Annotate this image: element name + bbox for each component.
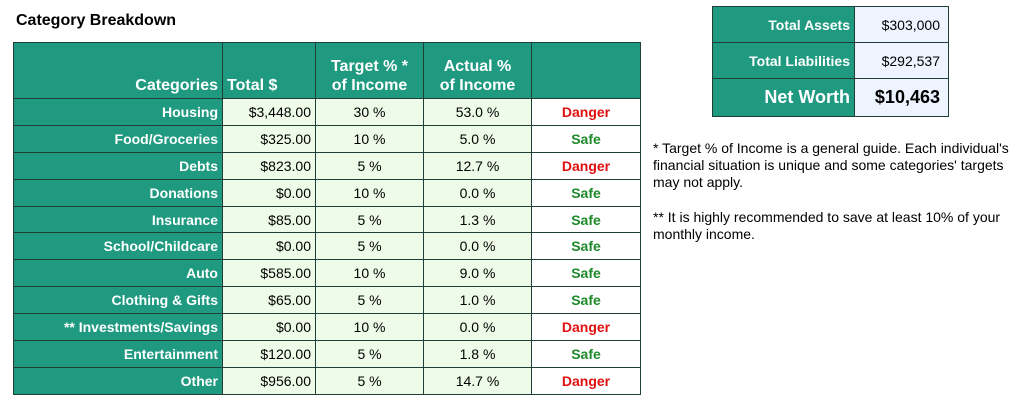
category-name: Auto [13, 259, 223, 288]
header-status [531, 42, 641, 99]
total-assets-label: Total Assets [712, 6, 855, 43]
header-categories: Categories [13, 42, 223, 99]
category-name: School/Childcare [13, 232, 223, 261]
category-actual: 0.0 % [423, 232, 532, 261]
table-row: Other $956.00 5 % 14.7 % Danger [13, 366, 641, 395]
category-total: $3,448.00 [222, 98, 316, 126]
header-actual-line2: of Income [439, 77, 516, 94]
category-actual: 53.0 % [423, 98, 532, 126]
category-target: 10 % [315, 178, 424, 207]
category-status: Safe [531, 232, 641, 261]
table-row: Insurance $85.00 5 % 1.3 % Safe [13, 205, 641, 234]
table-header-row: Categories Total $ Target % * of Income … [13, 42, 641, 99]
category-target: 5 % [315, 366, 424, 395]
category-name: Other [13, 366, 223, 395]
category-target: 5 % [315, 286, 424, 315]
category-actual: 9.0 % [423, 259, 532, 288]
table-row: Housing $3,448.00 30 % 53.0 % Danger [13, 98, 641, 126]
table-row: Clothing & Gifts $65.00 5 % 1.0 % Safe [13, 286, 641, 315]
category-total: $325.00 [222, 124, 316, 153]
category-status: Danger [531, 366, 641, 395]
category-target: 5 % [315, 232, 424, 261]
summary-row-net-worth: Net Worth $10,463 [712, 78, 949, 117]
category-target: 10 % [315, 313, 424, 342]
summary-table: Total Assets $303,000 Total Liabilities … [712, 6, 949, 117]
category-status: Danger [531, 313, 641, 342]
category-name: Food/Groceries [13, 124, 223, 153]
category-actual: 12.7 % [423, 151, 532, 180]
table-row: Debts $823.00 5 % 12.7 % Danger [13, 151, 641, 180]
category-actual: 1.0 % [423, 286, 532, 315]
category-actual: 14.7 % [423, 366, 532, 395]
category-actual: 5.0 % [423, 124, 532, 153]
header-actual-line1: Actual % [443, 58, 512, 75]
category-status: Safe [531, 205, 641, 234]
category-status: Safe [531, 124, 641, 153]
category-name: Debts [13, 151, 223, 180]
header-target: Target % * of Income [315, 42, 424, 99]
category-status: Safe [531, 340, 641, 368]
category-total: $85.00 [222, 205, 316, 234]
category-status: Safe [531, 286, 641, 315]
category-actual: 1.3 % [423, 205, 532, 234]
category-total: $956.00 [222, 366, 316, 395]
category-target: 10 % [315, 259, 424, 288]
header-target-line2: of Income [331, 77, 408, 94]
net-worth-label: Net Worth [712, 78, 855, 117]
table-row: Entertainment $120.00 5 % 1.8 % Safe [13, 340, 641, 368]
header-actual: Actual % of Income [423, 42, 532, 99]
category-total: $823.00 [222, 151, 316, 180]
category-table-body: Housing $3,448.00 30 % 53.0 % Danger Food/Gro… [13, 98, 641, 395]
header-total: Total $ [222, 42, 316, 99]
table-row: School/Childcare $0.00 5 % 0.0 % Safe [13, 232, 641, 261]
category-status: Danger [531, 151, 641, 180]
category-name: Entertainment [13, 340, 223, 368]
category-name: Donations [13, 178, 223, 207]
page-title: Category Breakdown [16, 12, 177, 29]
table-row: Food/Groceries $325.00 10 % 5.0 % Safe [13, 124, 641, 153]
category-name: Housing [13, 98, 223, 126]
header-target-line1: Target % * [330, 58, 409, 75]
summary-row-liabilities: Total Liabilities $292,537 [712, 42, 949, 79]
category-total: $120.00 [222, 340, 316, 368]
notes: * Target % of Income is a general guide.… [653, 140, 1023, 261]
category-actual: 0.0 % [423, 178, 532, 207]
total-liabilities-label: Total Liabilities [712, 42, 855, 79]
table-row: ** Investments/Savings $0.00 10 % 0.0 % Dang… [13, 313, 641, 342]
category-status: Danger [531, 98, 641, 126]
category-total: $0.00 [222, 313, 316, 342]
table-row: Donations $0.00 10 % 0.0 % Safe [13, 178, 641, 207]
category-target: 5 % [315, 205, 424, 234]
category-target: 5 % [315, 151, 424, 180]
category-total: $65.00 [222, 286, 316, 315]
note-savings: ** It is highly recommended to save at l… [653, 209, 1001, 242]
category-total: $585.00 [222, 259, 316, 288]
category-target: 30 % [315, 98, 424, 126]
category-name: Insurance [13, 205, 223, 234]
category-target: 10 % [315, 124, 424, 153]
category-status: Safe [531, 259, 641, 288]
net-worth-value: $10,463 [854, 78, 949, 117]
category-target: 5 % [315, 340, 424, 368]
table-row: Auto $585.00 10 % 9.0 % Safe [13, 259, 641, 288]
note-target-guide: * Target % of Income is a general guide.… [653, 140, 1009, 190]
category-actual: 1.8 % [423, 340, 532, 368]
category-status: Safe [531, 178, 641, 207]
category-actual: 0.0 % [423, 313, 532, 342]
category-total: $0.00 [222, 232, 316, 261]
category-total: $0.00 [222, 178, 316, 207]
category-table: Categories Total $ Target % * of Income … [13, 42, 641, 395]
category-name: Clothing & Gifts [13, 286, 223, 315]
total-assets-value: $303,000 [854, 6, 949, 43]
category-name: ** Investments/Savings [13, 313, 223, 342]
total-liabilities-value: $292,537 [854, 42, 949, 79]
summary-row-assets: Total Assets $303,000 [712, 6, 949, 43]
